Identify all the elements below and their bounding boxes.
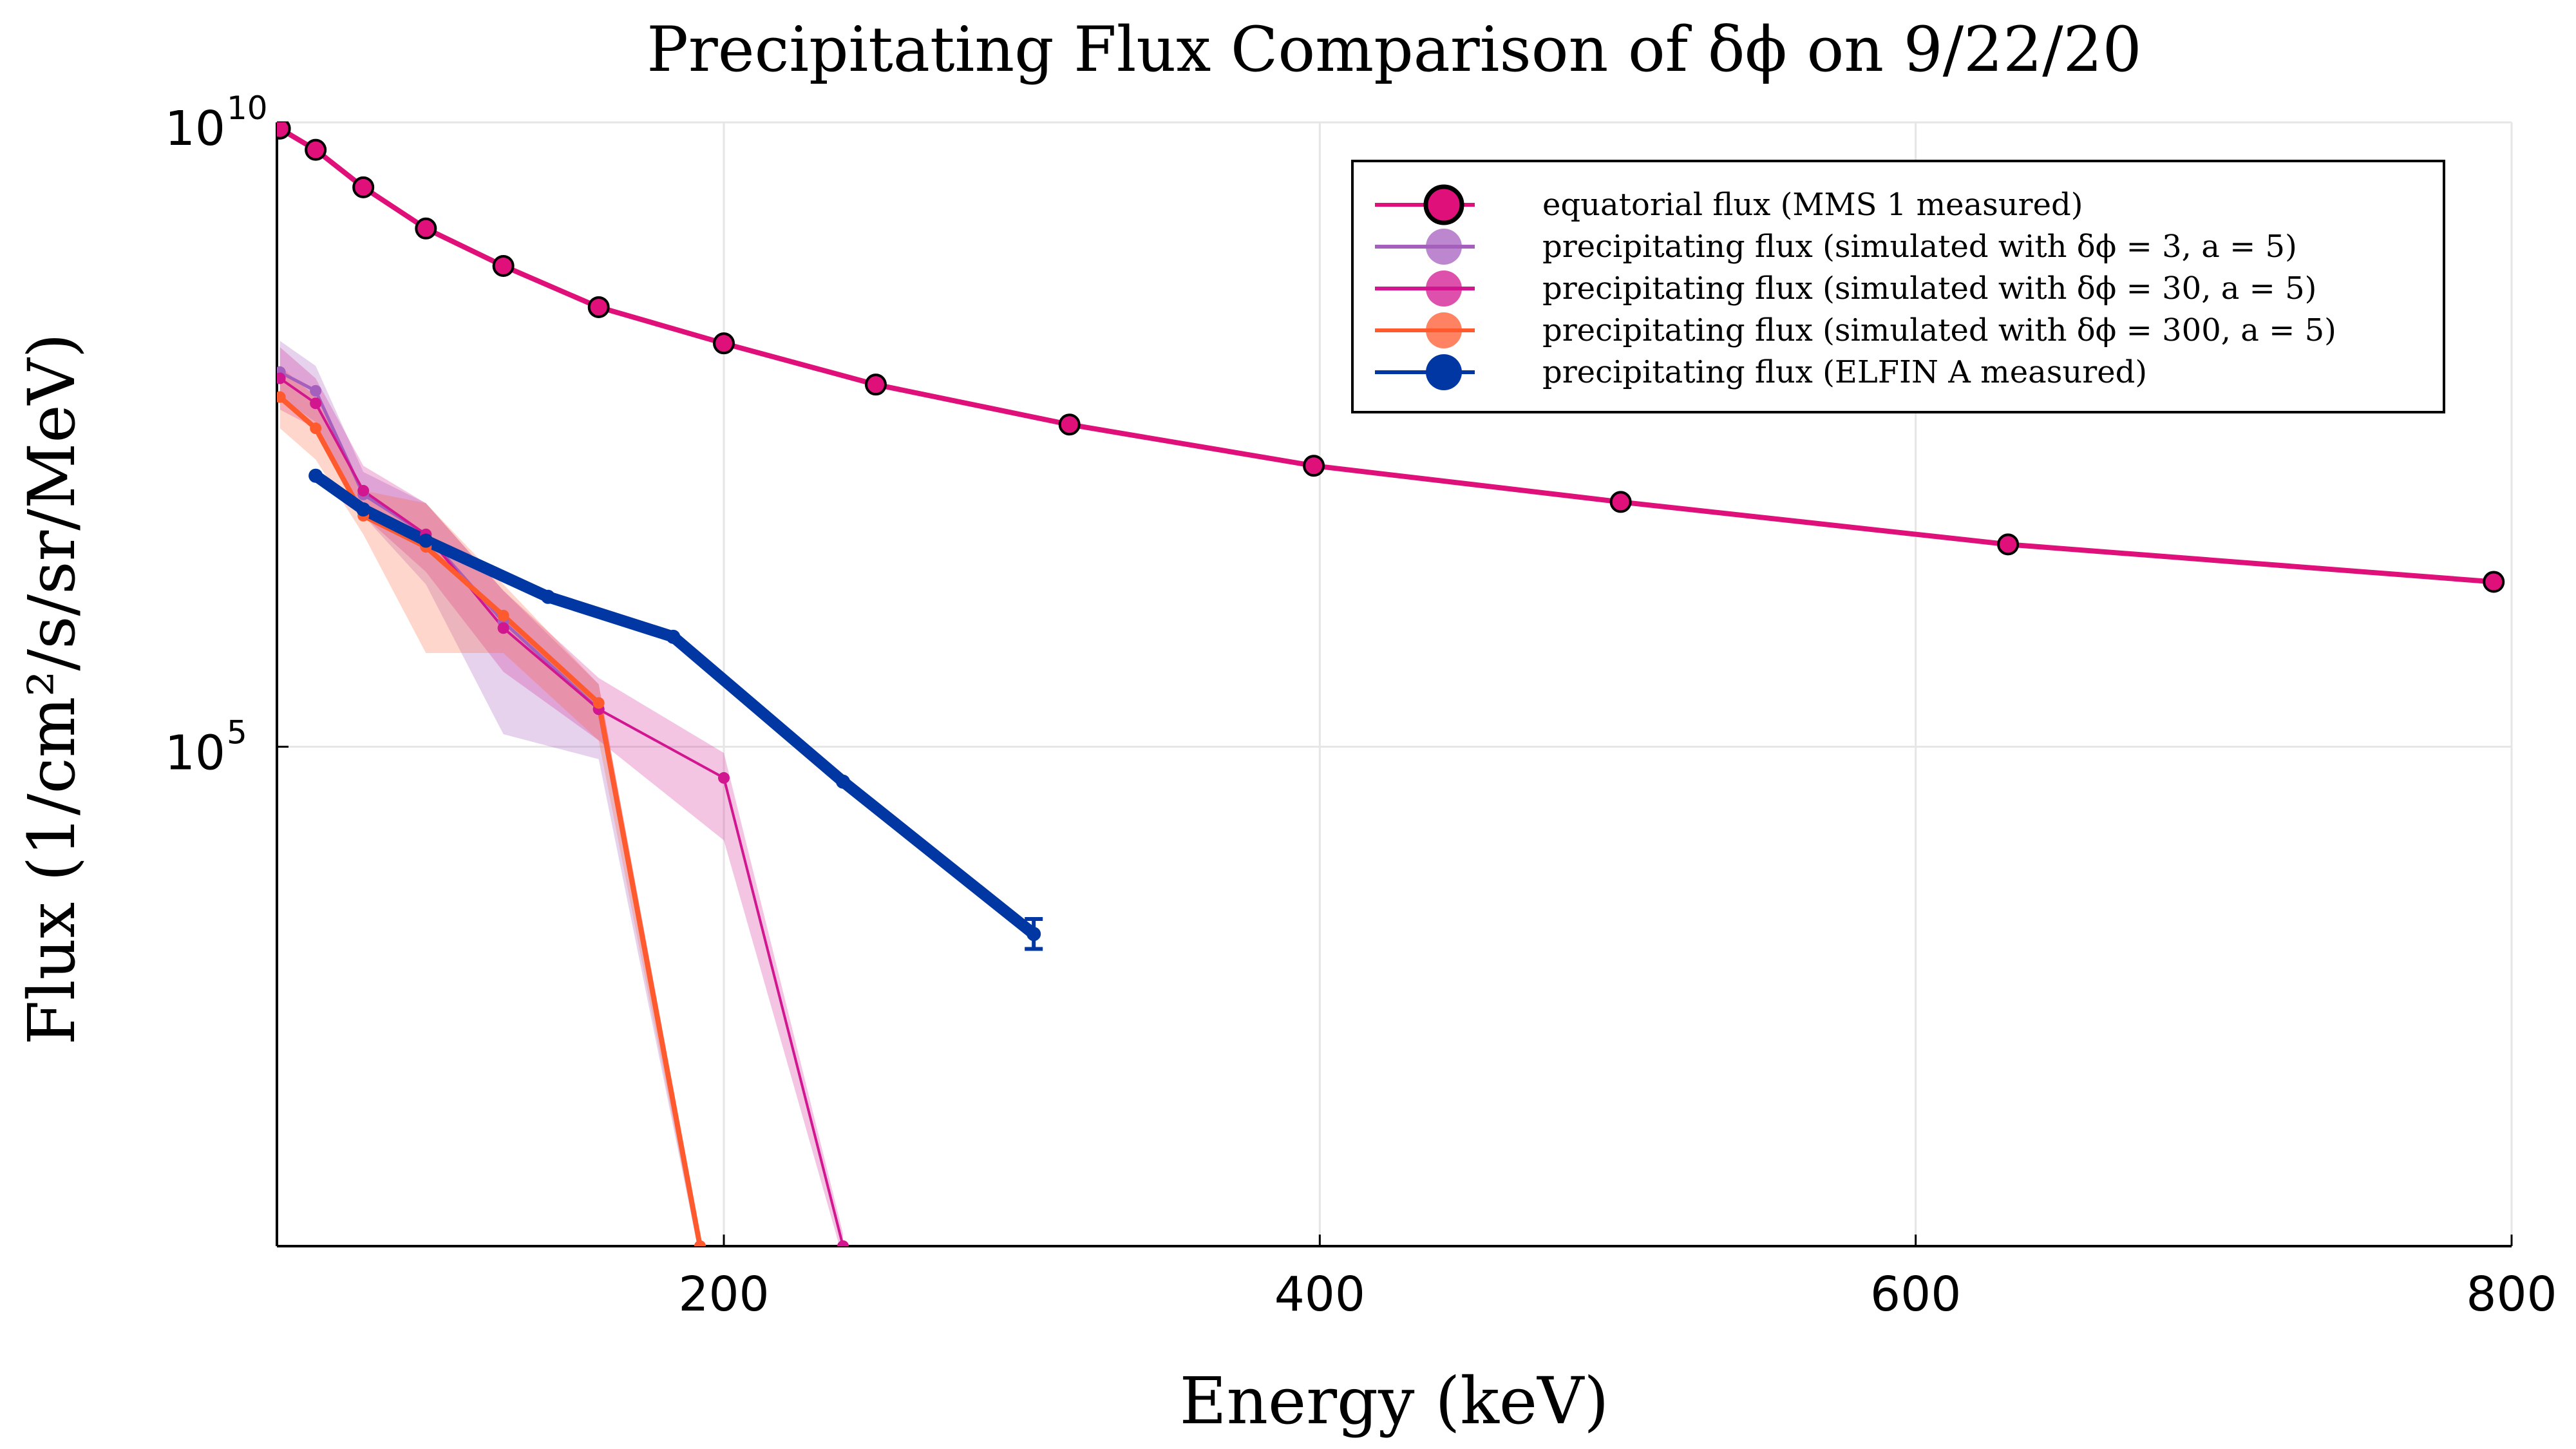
data-point: [1997, 533, 2020, 556]
data-point: [1303, 455, 1325, 477]
data-point: [666, 629, 681, 644]
confidence-bands: [279, 341, 844, 1246]
legend-swatch-marker: [1426, 312, 1462, 348]
legend-label: precipitating flux (simulated with δϕ = …: [1542, 270, 2316, 307]
data-point: [310, 422, 322, 435]
data-point: [497, 622, 509, 634]
data-point: [415, 217, 437, 240]
series-line: [277, 394, 703, 1246]
data-point: [713, 332, 735, 355]
data-point: [277, 391, 286, 403]
legend-swatch-marker: [1426, 354, 1462, 390]
data-point: [357, 484, 370, 497]
data-point: [305, 138, 327, 161]
chart-title: Precipitating Flux Comparison of δϕ on 9…: [647, 14, 2141, 86]
legend-item: precipitating flux (simulated with δϕ = …: [1375, 270, 2316, 307]
legend: equatorial flux (MMS 1 measured) precipit…: [1351, 160, 2445, 413]
legend-item: equatorial flux (MMS 1 measured): [1375, 184, 2083, 225]
legend-swatch-marker: [1426, 270, 1462, 307]
y-axis-label: Flux (1/cm²/s/sr/MeV): [14, 333, 90, 1045]
x-tick-label: 200: [678, 1267, 769, 1322]
legend-box: [1351, 160, 2445, 413]
x-tick-label: 600: [1870, 1267, 1961, 1322]
legend-item: precipitating flux (simulated with δϕ = …: [1375, 312, 2336, 348]
data-point: [718, 772, 730, 784]
data-point: [310, 384, 322, 397]
x-tick-label: 400: [1274, 1267, 1365, 1322]
data-point: [592, 697, 605, 709]
legend-label: precipitating flux (simulated with δϕ = …: [1542, 312, 2336, 348]
data-point: [352, 176, 375, 198]
y-tick-label: 10 10: [165, 90, 268, 156]
data-point: [492, 254, 515, 277]
data-point: [837, 1240, 849, 1246]
data-point: [419, 533, 433, 548]
series-band: [279, 347, 844, 1246]
y-tick-exponent: 10: [227, 90, 268, 127]
legend-item: precipitating flux (ELFIN A measured): [1375, 354, 2147, 390]
data-point: [1058, 413, 1081, 436]
data-point: [541, 589, 556, 604]
y-tick-exponent: 5: [227, 714, 247, 751]
data-point: [277, 372, 286, 384]
data-point: [310, 397, 322, 410]
x-tick-label: 800: [2466, 1267, 2557, 1322]
data-point: [497, 609, 509, 621]
y-tick-base: 10: [165, 725, 225, 781]
x-axis-label: Energy (keV): [1180, 1363, 1609, 1439]
legend-label: precipitating flux (ELFIN A measured): [1542, 354, 2147, 390]
legend-swatch-marker: [1423, 184, 1464, 225]
legend-label: equatorial flux (MMS 1 measured): [1542, 187, 2083, 223]
y-tick-base: 10: [165, 101, 225, 156]
data-point: [356, 502, 371, 517]
y-tick-label: 10 5: [165, 714, 247, 781]
data-point: [864, 374, 887, 396]
data-point: [1027, 927, 1041, 942]
data-point: [277, 122, 291, 140]
data-point: [308, 468, 323, 483]
legend-item: precipitating flux (simulated with δϕ = …: [1375, 229, 2297, 265]
series-line: [278, 370, 702, 1246]
legend-swatch-marker: [1426, 229, 1462, 265]
data-point: [2483, 571, 2505, 593]
data-point: [836, 774, 851, 789]
data-point: [1609, 491, 1632, 513]
legend-label: precipitating flux (simulated with δϕ = …: [1542, 229, 2297, 265]
series-markers: [277, 122, 2505, 1246]
data-point: [694, 1240, 706, 1246]
data-point: [587, 296, 610, 318]
